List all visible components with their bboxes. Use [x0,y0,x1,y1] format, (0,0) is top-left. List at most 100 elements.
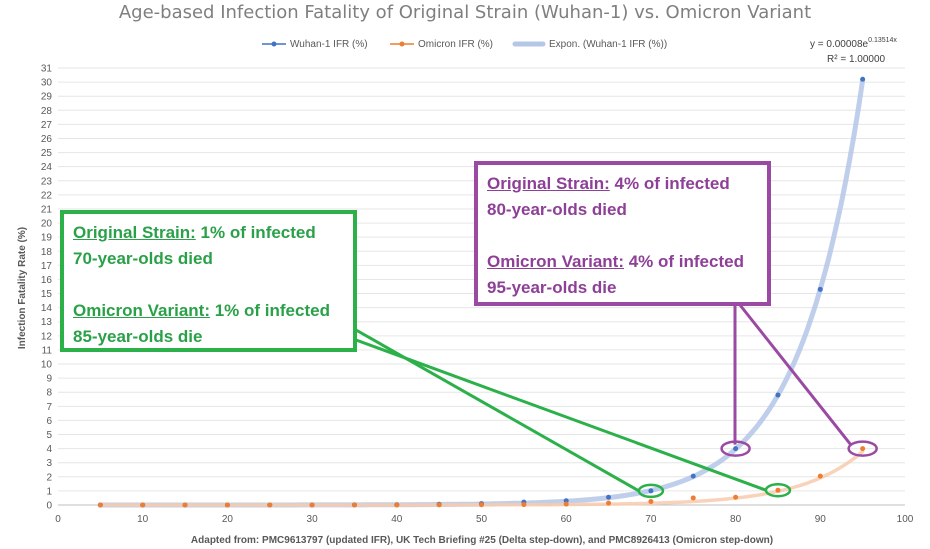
callout-connectors [355,304,878,499]
omicron-point [817,473,823,479]
y-tick-label: 7 [46,402,52,413]
y-tick-label: 27 [41,120,53,131]
x-tick-label: 30 [307,514,319,525]
omicron-point [690,495,696,501]
wuhan-point [648,488,654,494]
x-tick-label: 80 [730,514,742,525]
x-tick-label: 60 [561,514,573,525]
purple-highlight-ellipse [847,440,878,457]
legend-label-wuhan: Wuhan-1 IFR (%) [290,39,368,50]
y-tick-label: 24 [41,162,53,173]
purple-original-text: 4% of infected [609,174,730,193]
y-tick-label: 4 [46,444,52,455]
y-tick-label: 3 [46,458,52,469]
trend-equation: y = 0.00008e0.13514x [810,37,897,50]
purple-connector-95 [738,304,852,446]
y-tick-label: 12 [41,331,53,342]
x-axis-label: Adapted from: PMC9613797 (updated IFR), … [191,535,773,546]
omicron-point [224,502,230,508]
data-points [97,76,866,508]
y-tick-label: 26 [41,134,53,145]
green-omicron-age: 85-year-olds die [73,327,203,346]
y-tick-label: 16 [41,275,53,286]
omicron-point [860,446,866,452]
y-tick-label: 2 [46,472,52,483]
omicron-point [309,502,315,508]
legend-marker-omicron [399,41,405,47]
x-axis-ticks: 0 10 20 30 40 50 60 70 80 90 100 [55,514,914,525]
y-tick-label: 19 [41,233,53,244]
y-tick-label: 6 [46,416,52,427]
x-tick-label: 0 [55,514,61,525]
omicron-point [394,502,400,508]
green-original-label: Original Strain: [73,223,196,242]
y-tick-label: 13 [41,317,53,328]
wuhan-point [690,473,696,479]
green-original-age: 70-year-olds died [73,249,213,268]
green-highlight-ellipse [637,483,665,499]
y-tick-label: 22 [41,190,53,201]
y-tick-label: 31 [41,64,53,75]
callout-purple: Original Strain: 4% of infected 80-year-… [474,161,771,306]
x-tick-label: 10 [137,514,149,525]
wuhan-point [606,494,612,500]
omicron-point [521,502,527,508]
green-original-text: 1% of infected [195,223,316,242]
x-tick-label: 90 [815,514,827,525]
purple-original-label: Original Strain: [487,174,610,193]
omicron-point [479,502,484,508]
purple-highlight-ellipse [720,440,751,457]
x-tick-label: 100 [897,514,914,525]
purple-omicron-text: 4% of infected [623,252,744,271]
y-tick-label: 8 [46,388,52,399]
green-connector-85 [355,338,767,492]
y-tick-label: 18 [41,247,53,258]
omicron-point [436,502,442,508]
y-tick-label: 20 [41,219,53,230]
chart-title: Age-based Infection Fatality of Original… [119,2,811,23]
green-omicron-label: Omicron Variant: [73,301,210,320]
y-tick-label: 9 [46,374,52,385]
x-tick-label: 50 [476,514,488,525]
wuhan-point [733,446,739,452]
callout-green: Original Strain: 1% of infected 70-year-… [60,210,357,352]
omicron-point [563,501,569,507]
y-tick-label: 21 [41,204,53,215]
y-tick-label: 14 [41,303,53,314]
x-tick-label: 40 [391,514,403,525]
x-tick-label: 20 [222,514,234,525]
y-tick-label: 1 [46,486,52,497]
omicron-point [775,487,781,493]
omicron-point [733,494,739,500]
y-axis-ticks: 0123456789101112131415161718192021222324… [41,64,53,512]
y-tick-label: 23 [41,176,53,187]
y-tick-label: 10 [41,360,53,371]
green-omicron-text: 1% of infected [209,301,330,320]
omicron-point [182,502,188,508]
wuhan-point [817,286,823,292]
omicron-point [351,502,357,508]
y-tick-label: 25 [41,148,53,159]
y-tick-label: 11 [42,345,53,356]
omicron-point [97,502,103,508]
omicron-point [606,500,612,506]
x-tick-label: 70 [645,514,657,525]
y-tick-label: 17 [41,261,53,272]
legend-label-omicron: Omicron IFR (%) [418,39,493,50]
y-tick-label: 0 [46,501,52,512]
purple-omicron-label: Omicron Variant: [487,252,624,271]
purple-original-age: 80-year-olds died [487,200,627,219]
purple-omicron-age: 95-year-olds die [487,278,617,297]
omicron-point [140,502,146,508]
omicron-point [267,502,273,508]
y-axis-label: Infection Fatality Rate (%) [17,227,28,349]
wuhan-point [775,392,781,398]
legend-label-trend: Expon. (Wuhan-1 IFR (%)) [549,39,667,50]
trendline-omicron [98,449,865,507]
y-tick-label: 29 [41,92,53,103]
y-tick-label: 5 [46,430,52,441]
y-tick-label: 15 [41,289,53,300]
legend: Wuhan-1 IFR (%) Omicron IFR (%) Expon. (… [262,39,667,50]
y-tick-label: 28 [41,106,53,117]
